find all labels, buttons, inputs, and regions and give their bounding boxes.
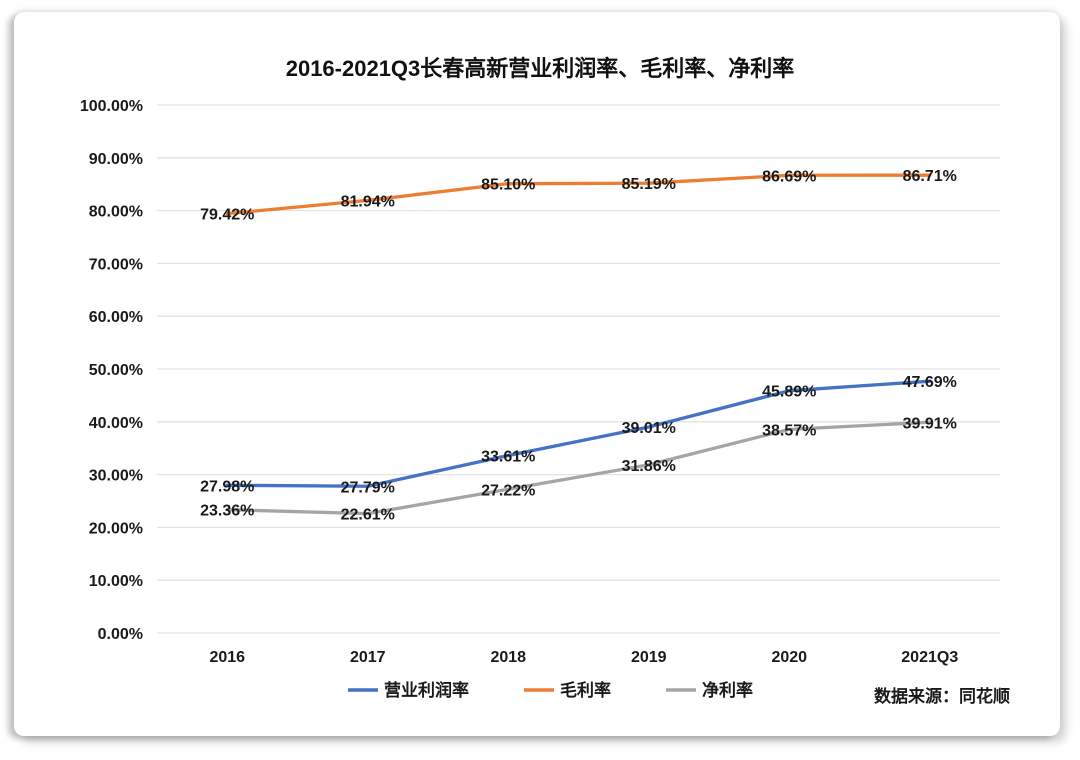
data-label-net-margin: 39.91%	[903, 415, 957, 432]
y-tick-label: 10.00%	[89, 573, 143, 590]
legend-item-gross-margin: 毛利率	[524, 680, 611, 700]
y-tick-label: 100.00%	[80, 98, 143, 115]
x-tick-label: 2019	[631, 649, 667, 666]
x-tick-label: 2020	[771, 649, 807, 666]
data-label-gross-margin: 85.19%	[622, 176, 676, 193]
data-label-gross-margin: 86.69%	[762, 168, 816, 185]
y-tick-label: 30.00%	[89, 468, 143, 485]
legend-item-operating-margin: 营业利润率	[348, 680, 469, 700]
data-label-net-margin: 27.22%	[481, 482, 535, 499]
y-tick-label: 20.00%	[89, 520, 143, 537]
chart-title: 2016-2021Q3长春高新营业利润率、毛利率、净利率	[286, 56, 795, 81]
data-label-net-margin: 31.86%	[622, 458, 676, 475]
y-tick-label: 80.00%	[89, 204, 143, 221]
series-line-gross-margin	[225, 173, 932, 216]
data-label-net-margin: 23.36%	[200, 503, 254, 520]
y-tick-label: 50.00%	[89, 362, 143, 379]
y-tick-label: 40.00%	[89, 415, 143, 432]
line-chart: 2016-2021Q3长春高新营业利润率、毛利率、净利率 0.00% 10.00%…	[80, 56, 1010, 706]
data-label-net-margin: 38.57%	[762, 422, 816, 439]
x-tick-label: 2016	[209, 649, 245, 666]
y-tick-label: 70.00%	[89, 256, 143, 273]
source-note: 数据来源：同花顺	[874, 686, 1010, 706]
data-label-gross-margin: 79.42%	[200, 207, 254, 224]
legend-label-operating-margin: 营业利润率	[384, 680, 469, 700]
data-label-operating-margin: 45.89%	[762, 384, 816, 401]
chart-legend: 营业利润率 毛利率 净利率	[348, 680, 753, 700]
y-tick-label: 90.00%	[89, 151, 143, 168]
gridlines	[157, 104, 1000, 634]
data-label-operating-margin: 27.98%	[200, 478, 254, 495]
data-label-operating-margin: 33.61%	[481, 449, 535, 466]
y-tick-label: 0.00%	[98, 626, 143, 643]
series-lines	[225, 173, 932, 516]
y-tick-label: 60.00%	[89, 309, 143, 326]
legend-label-gross-margin: 毛利率	[560, 680, 611, 700]
x-tick-label: 2017	[350, 649, 386, 666]
data-label-gross-margin: 85.10%	[481, 177, 535, 194]
data-label-gross-margin: 86.71%	[903, 168, 957, 185]
legend-label-net-margin: 净利率	[702, 680, 753, 700]
series-line-operating-margin	[225, 379, 932, 488]
data-label-net-margin: 22.61%	[341, 507, 395, 524]
legend-item-net-margin: 净利率	[666, 680, 753, 700]
x-tick-label: 2021Q3	[901, 649, 958, 666]
data-label-operating-margin: 39.01%	[622, 420, 676, 437]
y-axis-labels: 0.00% 10.00% 20.00% 30.00% 40.00% 50.00% 60.00…	[80, 98, 143, 643]
data-label-gross-margin: 81.94%	[341, 193, 395, 210]
series-line-net-margin	[225, 420, 932, 516]
data-labels: 27.98% 27.79% 33.61% 39.01% 45.89% 47.69% 79.4…	[200, 168, 957, 523]
x-axis-labels: 2016 2017 2018 2019 2020 2021Q3	[209, 649, 958, 666]
x-tick-label: 2018	[490, 649, 526, 666]
data-label-operating-margin: 47.69%	[903, 374, 957, 391]
chart-card: 2016-2021Q3长春高新营业利润率、毛利率、净利率 0.00% 10.00%…	[14, 12, 1060, 736]
data-label-operating-margin: 27.79%	[341, 479, 395, 496]
